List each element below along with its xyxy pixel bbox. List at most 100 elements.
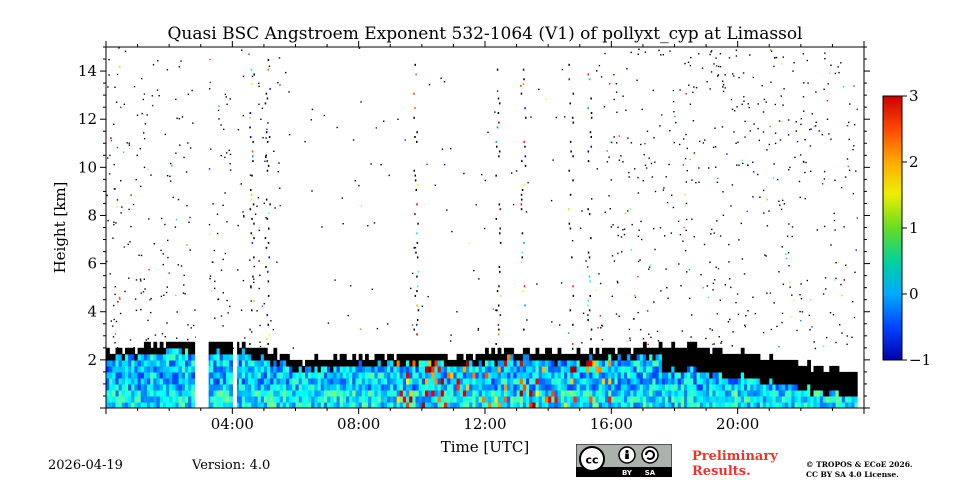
heat-cell	[579, 396, 584, 403]
noise-pixel	[112, 336, 115, 338]
heat-cell	[794, 371, 799, 379]
heat-cell	[737, 389, 742, 397]
heat-cell	[674, 396, 679, 403]
noise-pixel	[693, 86, 695, 88]
noise-pixel	[124, 50, 127, 52]
heat-cell	[734, 359, 739, 367]
heat-cell	[109, 353, 113, 361]
heat-cell	[794, 365, 799, 373]
heat-cell	[440, 353, 445, 361]
heat-cell	[109, 396, 113, 403]
heat-cell	[409, 359, 413, 367]
heat-cell	[630, 353, 635, 361]
heat-cell	[257, 371, 262, 379]
noise-pixel	[644, 143, 646, 145]
noise-pixel	[721, 126, 724, 128]
noise-pixel	[711, 50, 713, 52]
cloud-column-pixel	[416, 232, 418, 235]
heat-cell	[282, 389, 287, 397]
heat-cell	[355, 383, 360, 391]
heat-cell	[794, 359, 799, 367]
heat-cell	[295, 383, 300, 391]
heat-cell	[649, 396, 653, 403]
noise-pixel	[640, 220, 642, 223]
noise-pixel	[349, 285, 352, 287]
heat-cell	[813, 402, 818, 408]
heat-cell	[178, 347, 183, 355]
heat-cell	[611, 359, 616, 367]
heat-cell	[759, 402, 764, 408]
cloud-column-pixel	[499, 270, 501, 273]
heat-cell	[485, 396, 489, 403]
heat-cell	[175, 365, 180, 373]
noise-pixel	[738, 76, 740, 79]
heat-cell	[453, 359, 458, 367]
heat-cell	[772, 377, 777, 385]
heat-cell	[721, 396, 726, 403]
heat-cell	[712, 353, 717, 361]
heat-cell	[668, 365, 672, 373]
heat-cell	[352, 353, 357, 361]
heat-cell	[342, 389, 347, 397]
heat-cell	[412, 383, 417, 391]
heat-cell	[162, 347, 167, 355]
heat-cell	[188, 353, 192, 361]
heat-cell	[156, 396, 161, 403]
noise-pixel	[659, 125, 661, 127]
noise-pixel	[798, 180, 801, 183]
heat-cell	[150, 353, 154, 361]
noise-pixel	[799, 310, 801, 313]
cloud-column-pixel	[572, 294, 575, 297]
heat-cell	[639, 396, 644, 403]
noise-pixel	[599, 315, 601, 317]
noise-pixel	[832, 314, 835, 316]
heat-cell	[453, 365, 458, 373]
heat-cell	[750, 396, 755, 403]
heat-cell	[333, 389, 338, 397]
noise-pixel	[428, 84, 431, 86]
heat-cell	[121, 389, 126, 397]
noise-pixel	[711, 343, 714, 346]
heat-cell	[339, 383, 344, 391]
cloud-column-pixel	[250, 285, 252, 288]
heat-cell	[191, 389, 196, 397]
heat-cell	[210, 402, 214, 408]
cloud-column-pixel	[253, 299, 255, 302]
heat-cell	[491, 347, 496, 355]
heat-cell	[393, 359, 398, 367]
heat-cell	[377, 377, 382, 385]
noise-pixel	[617, 252, 619, 255]
heat-cell	[712, 389, 717, 397]
heat-cell	[573, 389, 578, 397]
noise-pixel	[637, 276, 639, 278]
heat-cell	[263, 371, 268, 379]
heat-cell	[112, 377, 117, 385]
heat-cell	[491, 365, 496, 373]
heat-cell	[263, 347, 268, 355]
noise-pixel	[256, 310, 258, 312]
noise-pixel	[130, 194, 132, 196]
heat-cell	[725, 359, 729, 367]
cloud-column-pixel	[264, 237, 267, 240]
heat-cell	[279, 402, 284, 408]
heat-cell	[611, 365, 616, 373]
heat-cell	[399, 396, 404, 403]
noise-pixel	[240, 309, 243, 311]
noise-pixel	[110, 137, 112, 139]
heat-cell	[567, 353, 571, 361]
heat-cell	[298, 396, 303, 403]
heat-cell	[639, 389, 644, 397]
heat-cell	[355, 365, 360, 373]
heat-cell	[762, 377, 767, 385]
heat-cell	[541, 396, 546, 403]
heat-cell	[589, 396, 593, 403]
heat-cell	[674, 353, 679, 361]
heat-cell	[355, 371, 360, 379]
cloud-column-pixel	[265, 246, 268, 249]
colorbar-tick-label: 0	[909, 285, 919, 303]
heat-cell	[753, 377, 758, 385]
noise-pixel	[853, 124, 856, 126]
cloud-column-pixel	[521, 160, 523, 163]
heat-cell	[778, 359, 783, 367]
noise-pixel	[741, 258, 744, 260]
